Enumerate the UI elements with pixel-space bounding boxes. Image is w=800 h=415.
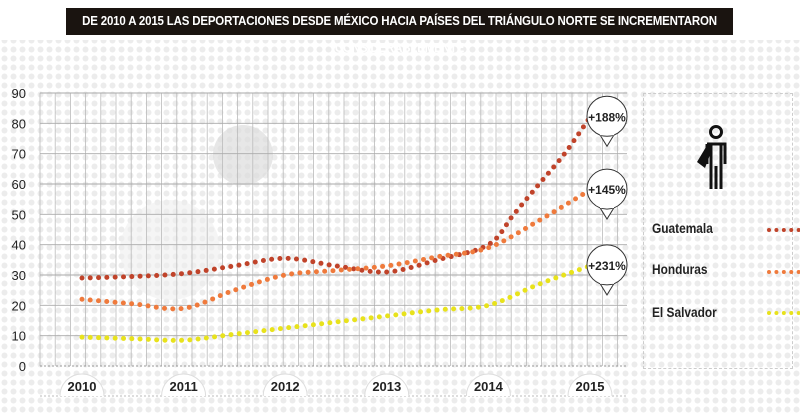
legend-label-guatemala: Guatemala — [652, 220, 713, 236]
annotation-label-el-salvador: +231% — [588, 259, 626, 273]
y-tick-label: 20 — [12, 298, 26, 313]
y-tick-label: 30 — [12, 268, 26, 283]
x-tick-label: 2013 — [372, 379, 401, 394]
x-tick-label: 2015 — [576, 379, 605, 394]
annotation-circle — [586, 168, 628, 210]
x-tick-bubble — [465, 373, 511, 397]
y-tick-label: 80 — [12, 116, 26, 131]
y-tick-label: 0 — [19, 359, 26, 374]
x-tick-label: 2011 — [169, 379, 197, 394]
series-line-guatemala — [79, 114, 593, 281]
y-tick-label: 60 — [12, 177, 26, 192]
x-tick-bubble — [59, 373, 105, 397]
y-tick-label: 90 — [12, 86, 26, 101]
x-tick-bubble — [262, 373, 308, 397]
annotation-pointer — [598, 133, 616, 148]
annotation-mask — [600, 203, 614, 209]
series-line-honduras — [79, 187, 593, 312]
annotation-circle — [586, 95, 628, 137]
legend: Guatemala Honduras El Salvador — [643, 93, 800, 369]
annotation-bubble-honduras: +145% — [586, 168, 628, 221]
annotation-mask — [600, 130, 614, 136]
y-tick-label: 70 — [12, 147, 26, 162]
annotation-bubble-el-salvador: +231% — [586, 244, 628, 296]
annotation-label-honduras: +145% — [588, 183, 626, 197]
annotation-pointer — [598, 281, 616, 296]
legend-label-el-salvador: El Salvador — [652, 304, 717, 320]
x-tick-label: 2014 — [474, 379, 504, 394]
chart-title: DE 2010 A 2015 LAS DEPORTACIONES DESDE M… — [66, 8, 733, 55]
annotation-label-guatemala: +188% — [588, 110, 626, 124]
x-tick-label: 2012 — [271, 379, 300, 394]
y-tick-label: 50 — [12, 207, 26, 222]
legend-label-honduras: Honduras — [652, 261, 708, 277]
y-tick-label: 40 — [12, 238, 26, 253]
legend-swatch-el-salvador — [767, 311, 800, 315]
legend-swatch-guatemala — [767, 228, 800, 232]
y-tick-label: 10 — [12, 329, 26, 344]
annotation-mask — [600, 278, 614, 284]
legend-swatch-honduras — [767, 270, 800, 274]
annotation-pointer — [598, 205, 616, 221]
annotation-circle — [586, 244, 628, 286]
x-tick-bubble — [161, 373, 207, 397]
x-tick-label: 2010 — [68, 379, 97, 394]
migrant-person-icon — [697, 125, 727, 189]
annotation-bubble-guatemala: +188% — [586, 95, 628, 148]
x-tick-bubble — [567, 373, 613, 397]
x-tick-bubble — [364, 373, 410, 397]
